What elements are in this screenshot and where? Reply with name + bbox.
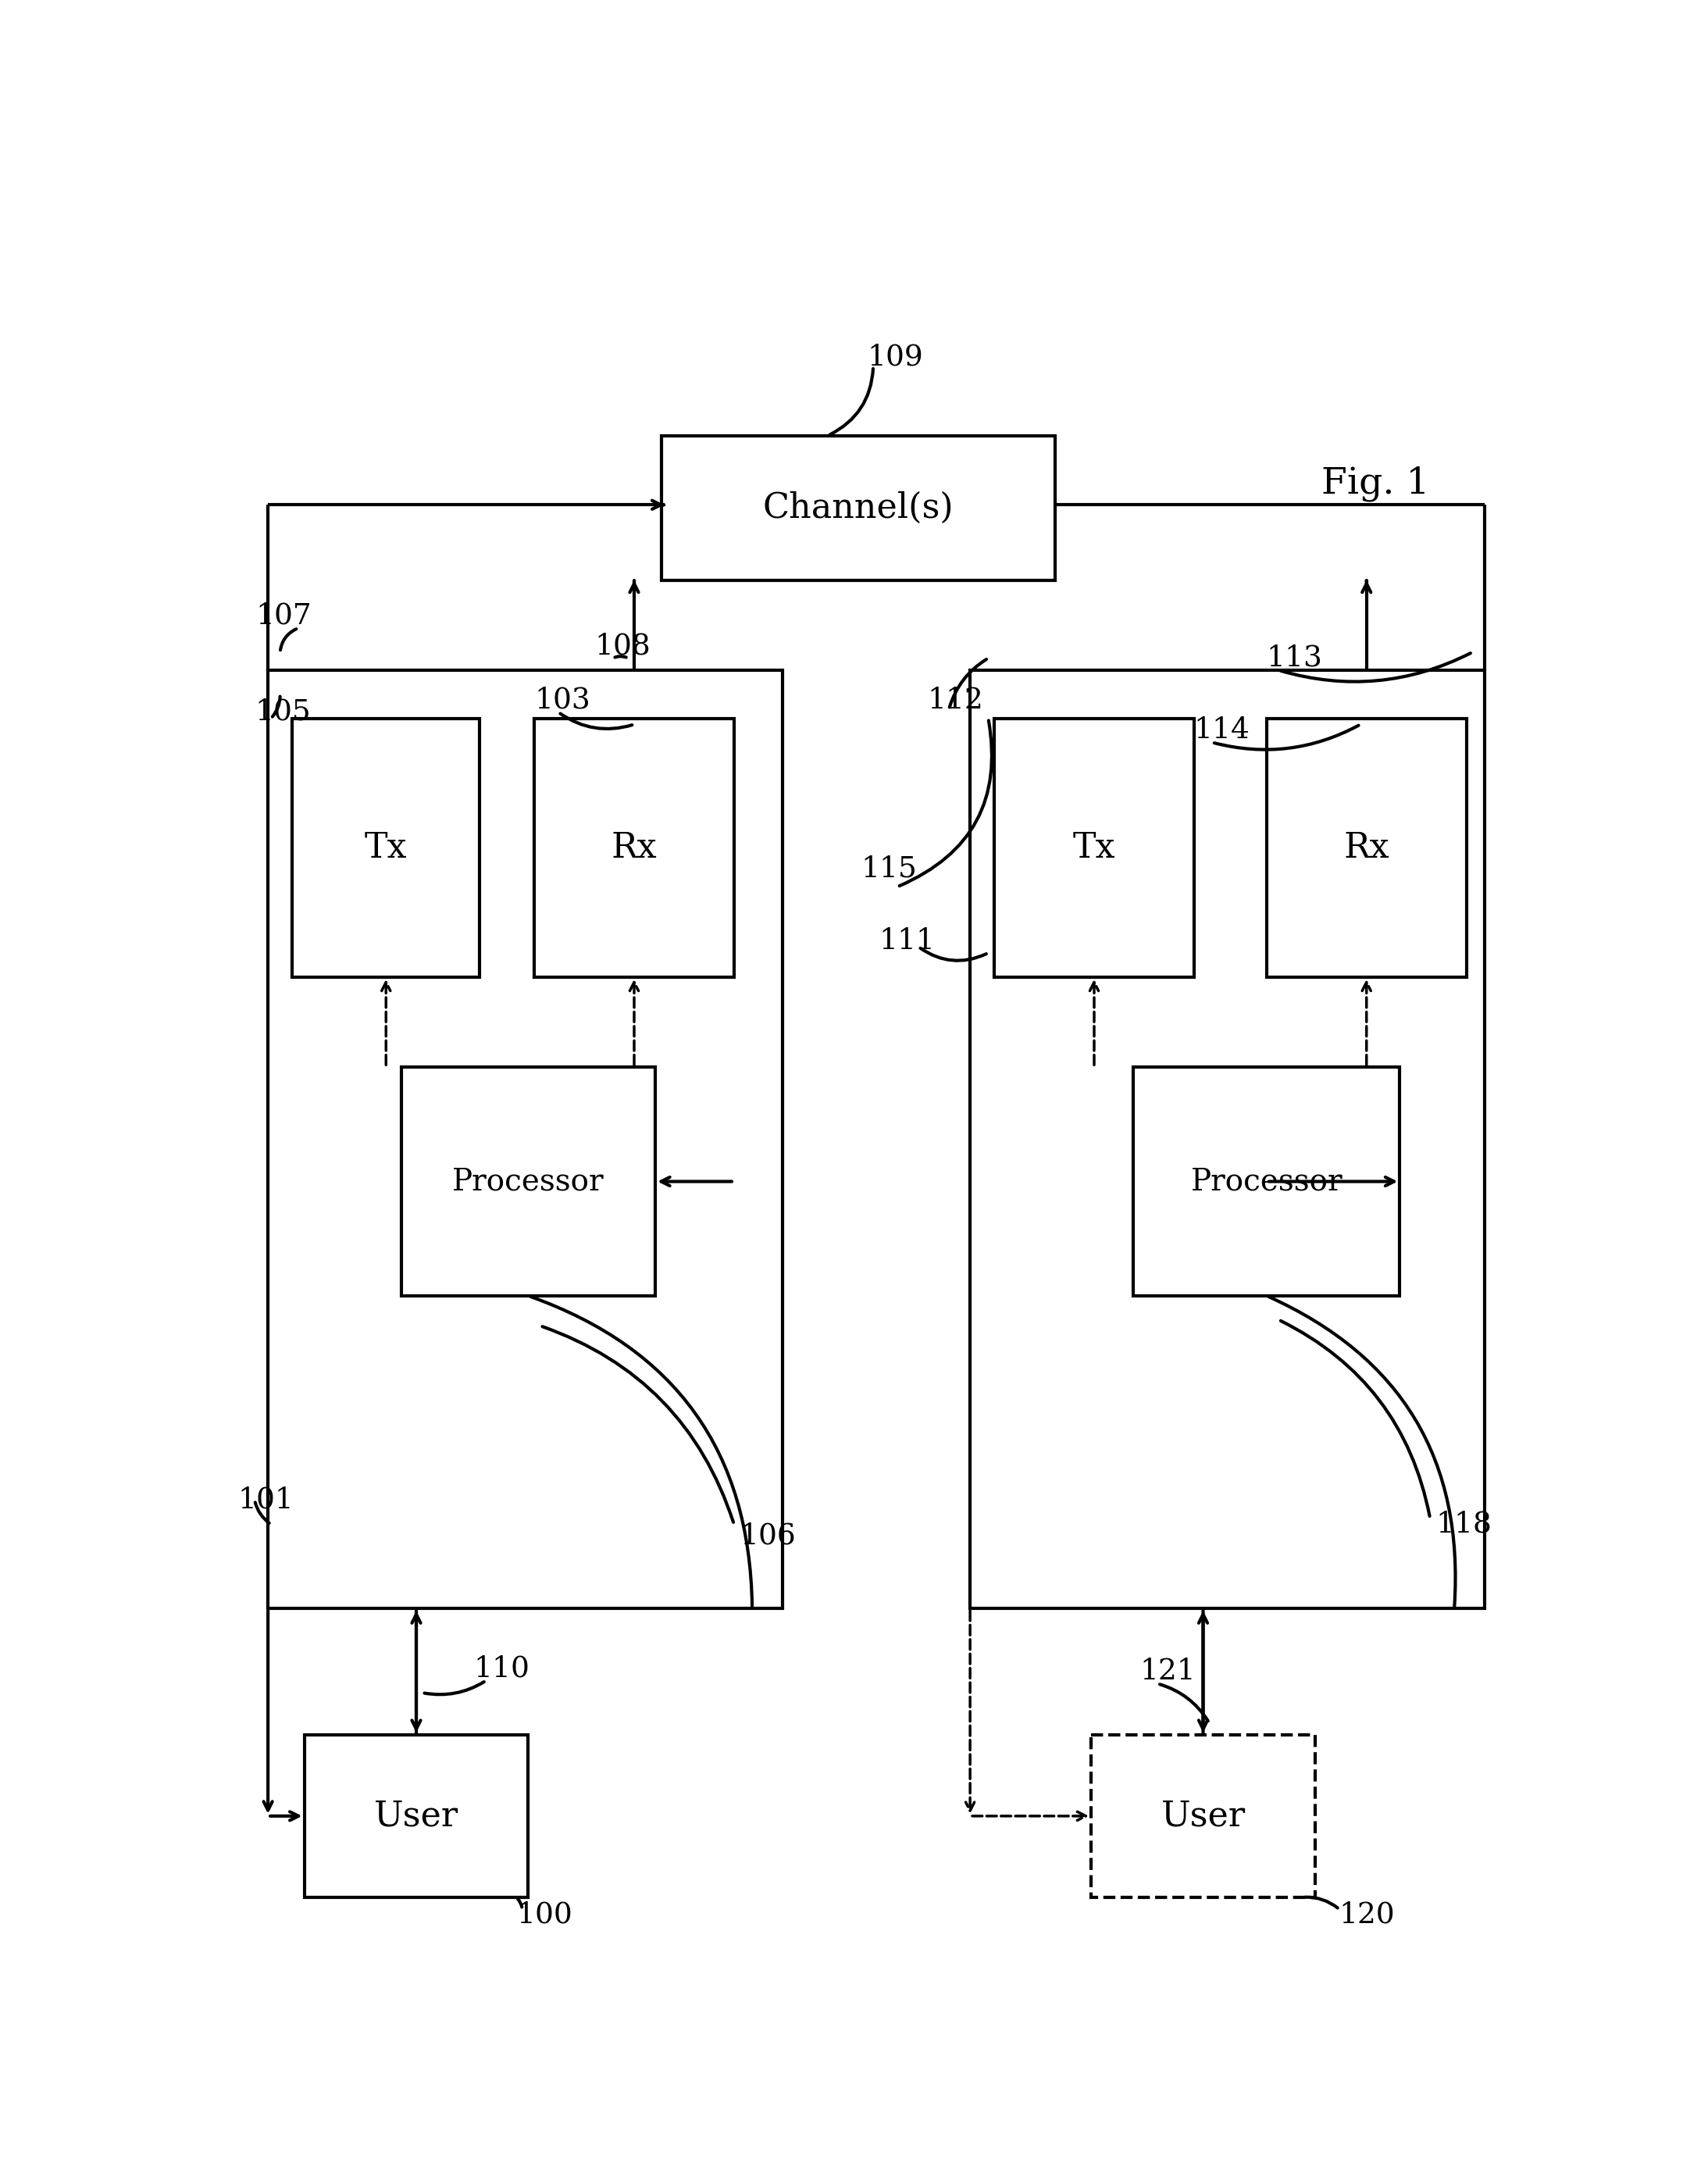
Text: Tx: Tx <box>1073 832 1115 864</box>
Text: Channel(s): Channel(s) <box>762 492 953 525</box>
Text: User: User <box>1161 1798 1245 1833</box>
Text: 120: 120 <box>1339 1901 1395 1929</box>
FancyArrowPatch shape <box>425 1683 483 1694</box>
FancyArrowPatch shape <box>830 368 873 435</box>
Text: 115: 115 <box>861 856 917 884</box>
Text: 114: 114 <box>1194 716 1250 745</box>
Text: 108: 108 <box>594 631 651 660</box>
Text: 118: 118 <box>1436 1511 1493 1539</box>
FancyArrowPatch shape <box>1160 1685 1208 1722</box>
Text: Processor: Processor <box>453 1167 605 1195</box>
Text: 100: 100 <box>516 1901 572 1929</box>
Bar <box>535 718 734 977</box>
Text: Rx: Rx <box>1344 832 1389 864</box>
FancyArrowPatch shape <box>1305 1896 1337 1907</box>
FancyArrowPatch shape <box>1214 725 1358 749</box>
Text: Fig. 1: Fig. 1 <box>1320 466 1430 501</box>
FancyArrowPatch shape <box>272 697 280 716</box>
FancyArrowPatch shape <box>1281 1321 1430 1515</box>
Text: 109: 109 <box>868 344 924 372</box>
Text: 110: 110 <box>473 1655 529 1683</box>
FancyArrowPatch shape <box>1269 1297 1455 1607</box>
FancyArrowPatch shape <box>560 714 632 729</box>
FancyArrowPatch shape <box>529 1297 752 1607</box>
Bar <box>268 671 782 1609</box>
FancyArrowPatch shape <box>518 1898 523 1907</box>
Text: User: User <box>374 1798 458 1833</box>
FancyArrowPatch shape <box>280 629 295 651</box>
FancyArrowPatch shape <box>254 1502 270 1524</box>
Bar <box>304 1735 528 1896</box>
Text: 111: 111 <box>880 927 936 956</box>
Bar <box>1091 1735 1315 1896</box>
Bar <box>1134 1067 1401 1295</box>
Bar <box>292 718 480 977</box>
Text: 112: 112 <box>927 686 984 714</box>
Text: 101: 101 <box>237 1487 294 1515</box>
Bar <box>401 1067 656 1295</box>
Text: 121: 121 <box>1139 1657 1196 1685</box>
Text: Rx: Rx <box>611 832 658 864</box>
FancyArrowPatch shape <box>950 660 987 708</box>
Text: 103: 103 <box>535 686 591 714</box>
Text: 106: 106 <box>740 1522 796 1550</box>
Bar <box>994 718 1194 977</box>
Text: Tx: Tx <box>366 832 407 864</box>
Text: Processor: Processor <box>1190 1167 1342 1195</box>
Text: 113: 113 <box>1267 644 1322 673</box>
FancyArrowPatch shape <box>1281 653 1471 681</box>
Bar <box>661 435 1056 579</box>
FancyArrowPatch shape <box>543 1326 733 1522</box>
FancyArrowPatch shape <box>900 721 992 886</box>
Text: 105: 105 <box>254 699 311 727</box>
Bar <box>1267 718 1467 977</box>
Text: 107: 107 <box>256 603 313 629</box>
Bar <box>970 671 1484 1609</box>
FancyArrowPatch shape <box>921 949 986 960</box>
